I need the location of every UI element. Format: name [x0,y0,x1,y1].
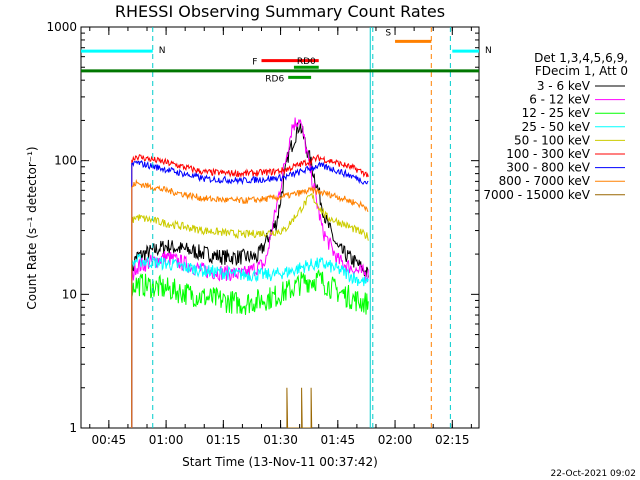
x-tick-label-5: 01:45 [321,433,356,447]
flag-label-2: N [485,46,492,56]
series-line-5 [131,193,369,428]
legend-label-9: 7000 - 15000 keV [483,188,590,202]
series-line-1 [131,122,369,428]
legend-label-2: 6 - 12 keV [529,93,591,107]
legend-label-4: 25 - 50 keV [522,120,591,134]
x-tick-label-3: 01:15 [206,433,241,447]
flag-label-3: S [385,28,391,38]
y-axis-label: Count Rate (s⁻¹ detector⁻¹) [25,146,39,309]
footer-timestamp: 22-Oct-2021 09:02 [551,469,636,479]
series-line-7 [131,159,369,428]
series-line-4 [131,253,369,428]
plot-area [81,27,479,428]
x-axis-label: Start Time (13-Nov-11 00:37:42) [182,455,378,469]
series-line-2 [131,117,369,428]
series-line-6 [131,153,369,428]
flag-label-5: RD0 [297,57,316,67]
legend-label-1: 3 - 6 keV [537,79,591,93]
y-tick-label-3: 100 [54,154,77,168]
flag-label-1: N [159,46,166,56]
x-tick-label-2: 01:00 [149,433,184,447]
legend-header-2: FDecim 1, Att 0 [535,64,628,78]
y-tick-label-1: 1 [69,421,77,435]
plot-frame [80,26,480,429]
legend-label-5: 50 - 100 keV [514,133,591,147]
series-line-3 [131,268,369,428]
flag-label-6: RD6 [265,74,284,84]
flag-label-4: F [252,58,257,68]
legend-label-8: 800 - 7000 keV [499,174,591,188]
chart-title: RHESSI Observing Summary Count Rates [115,2,445,21]
legend-header-1: Det 1,3,4,5,6,9, [534,51,628,65]
y-tick-label-4: 1000 [46,20,77,34]
series-line-8 [131,178,369,428]
legend-label-7: 300 - 800 keV [506,161,590,175]
legend-label-6: 100 - 300 keV [506,147,590,161]
x-tick-label-1: 00:45 [92,433,127,447]
legend-label-3: 12 - 25 keV [522,106,591,120]
x-tick-label-7: 02:15 [435,433,470,447]
legend: Det 1,3,4,5,6,9,FDecim 1, Att 03 - 6 keV… [483,51,628,202]
x-tick-label-4: 01:30 [263,433,298,447]
y-tick-label-2: 10 [62,287,77,301]
x-tick-label-6: 02:00 [378,433,413,447]
series-line-9 [286,387,313,428]
axes: 00:45 01:00 01:15 01:30 01:45 02:00 02:15 1 10 10… [46,20,479,447]
